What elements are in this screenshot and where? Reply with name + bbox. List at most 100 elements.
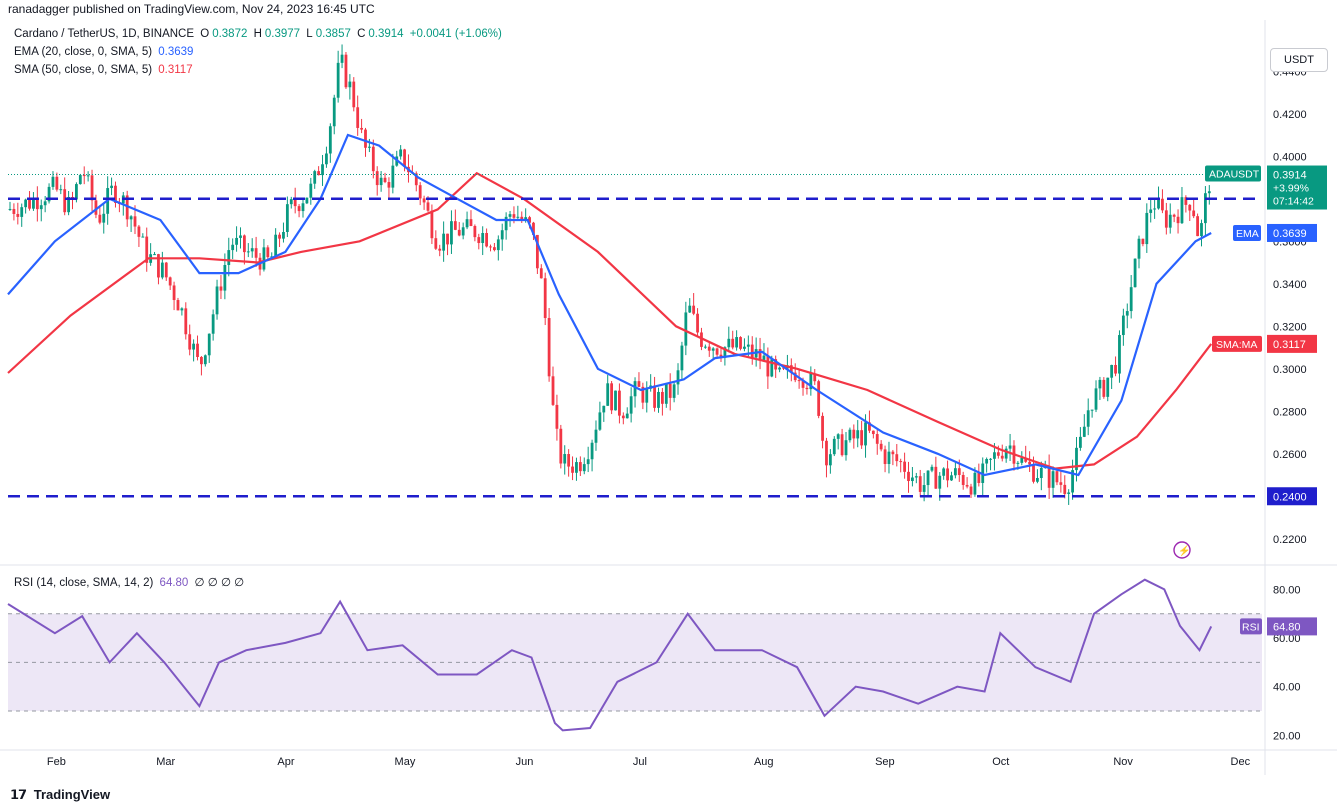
candle-body bbox=[1000, 455, 1004, 459]
currency-button[interactable]: USDT bbox=[1270, 48, 1328, 72]
candle-body bbox=[86, 175, 90, 177]
candle-body bbox=[996, 452, 1000, 456]
price-tick-label: 0.2600 bbox=[1273, 449, 1307, 461]
publisher-line: ranadagger published on TradingView.com,… bbox=[8, 2, 375, 16]
candle-body bbox=[633, 381, 637, 397]
candle-body bbox=[539, 268, 543, 279]
candle-body bbox=[489, 246, 492, 248]
candle-body bbox=[414, 173, 418, 186]
candle-body bbox=[621, 415, 625, 419]
candle-body bbox=[1196, 216, 1199, 237]
candle-body bbox=[602, 405, 606, 413]
candle-body bbox=[750, 344, 754, 358]
candle-body bbox=[1028, 461, 1032, 465]
chart-svg[interactable]: 0.44000.42000.40000.38000.36000.34000.32… bbox=[0, 20, 1337, 800]
sma-legend[interactable]: SMA (50, close, 0, SMA, 5) 0.3117 bbox=[14, 64, 196, 76]
candle-body bbox=[129, 216, 133, 220]
candle-body bbox=[1180, 197, 1184, 224]
candle-body bbox=[664, 383, 668, 404]
candle-body bbox=[262, 247, 266, 270]
candle-body bbox=[32, 198, 35, 209]
candle-body bbox=[879, 443, 883, 450]
candle-body bbox=[465, 219, 469, 228]
candle-body bbox=[942, 468, 946, 476]
candle-body bbox=[926, 470, 930, 486]
last-price-change: +3.99% bbox=[1273, 183, 1309, 195]
candle-body bbox=[606, 383, 610, 406]
candle-body bbox=[735, 337, 739, 348]
candle-body bbox=[700, 332, 703, 347]
candle-body bbox=[618, 390, 621, 416]
candle-body bbox=[153, 254, 156, 256]
candle-body bbox=[594, 429, 598, 443]
high-label: H bbox=[253, 28, 262, 40]
candle-body bbox=[469, 219, 473, 226]
candle-body bbox=[895, 454, 899, 462]
rsi-pane bbox=[0, 613, 1337, 751]
candle-body bbox=[266, 247, 270, 258]
candle-body bbox=[293, 199, 297, 207]
lightning-icon: ⚡ bbox=[1178, 544, 1190, 557]
candle-body bbox=[1055, 471, 1059, 483]
candle-body bbox=[559, 428, 563, 464]
candle-body bbox=[215, 286, 219, 315]
candle-body bbox=[114, 185, 117, 203]
candle-body bbox=[657, 391, 660, 408]
candle-body bbox=[547, 318, 551, 377]
low-label: L bbox=[306, 28, 313, 40]
candle-body bbox=[16, 213, 20, 217]
candle-body bbox=[301, 203, 305, 212]
candle-body bbox=[1204, 193, 1207, 224]
chart-panel[interactable]: 0.44000.42000.40000.38000.36000.34000.32… bbox=[0, 20, 1337, 800]
candle-body bbox=[891, 451, 895, 455]
candle-body bbox=[434, 238, 438, 249]
candle-body bbox=[1161, 198, 1164, 211]
candle-body bbox=[1192, 210, 1196, 217]
candle-body bbox=[235, 237, 238, 245]
alert-icon[interactable] bbox=[1173, 541, 1191, 559]
candle-body bbox=[668, 383, 672, 398]
tradingview-logo-icon: 𝟭𝟳 bbox=[10, 787, 27, 802]
candle-body bbox=[1020, 457, 1024, 463]
candle-body bbox=[860, 430, 864, 446]
candle-body bbox=[899, 461, 903, 463]
ema-legend[interactable]: EMA (20, close, 0, SMA, 5) 0.3639 bbox=[14, 46, 196, 58]
time-tick-label: Oct bbox=[992, 756, 1009, 768]
candle-body bbox=[660, 391, 664, 404]
candle-body bbox=[43, 201, 47, 206]
candle-body bbox=[801, 380, 805, 388]
candle-body bbox=[473, 225, 477, 238]
candle-body bbox=[55, 176, 59, 190]
candle-body bbox=[387, 182, 391, 188]
candle-body bbox=[430, 210, 434, 239]
candle-body bbox=[934, 466, 938, 489]
candle-body bbox=[141, 236, 145, 238]
candle-body bbox=[1114, 364, 1117, 374]
candle-body bbox=[438, 248, 442, 251]
candle-body bbox=[1153, 208, 1157, 210]
candle-body bbox=[1067, 492, 1071, 494]
rsi-legend[interactable]: RSI (14, close, SMA, 14, 2) 64.80 ∅ ∅ ∅ … bbox=[14, 575, 247, 589]
candle-body bbox=[67, 196, 70, 213]
candle-body bbox=[223, 264, 227, 291]
time-tick-label: Apr bbox=[277, 756, 294, 768]
candle-body bbox=[239, 235, 242, 238]
candle-body bbox=[1059, 482, 1063, 485]
candle-body bbox=[1051, 471, 1055, 488]
candle-body bbox=[864, 422, 867, 446]
candle-body bbox=[711, 348, 715, 351]
candle-body bbox=[965, 484, 969, 487]
sma-price-tag bbox=[1267, 334, 1317, 353]
candle-body bbox=[485, 233, 488, 247]
candle-body bbox=[1094, 388, 1098, 410]
footer-brand[interactable]: 𝟭𝟳 TradingView bbox=[10, 787, 110, 803]
candle-body bbox=[24, 199, 28, 208]
open-value: 0.3872 bbox=[212, 28, 248, 40]
rsi-tick-label: 80.00 bbox=[1273, 584, 1301, 596]
candle-body bbox=[535, 234, 539, 269]
candle-body bbox=[614, 390, 617, 411]
series-name-tag bbox=[1205, 165, 1261, 182]
candle-body bbox=[1036, 478, 1039, 482]
price-tick-label: 0.3200 bbox=[1273, 321, 1307, 333]
candle-body bbox=[707, 346, 711, 351]
